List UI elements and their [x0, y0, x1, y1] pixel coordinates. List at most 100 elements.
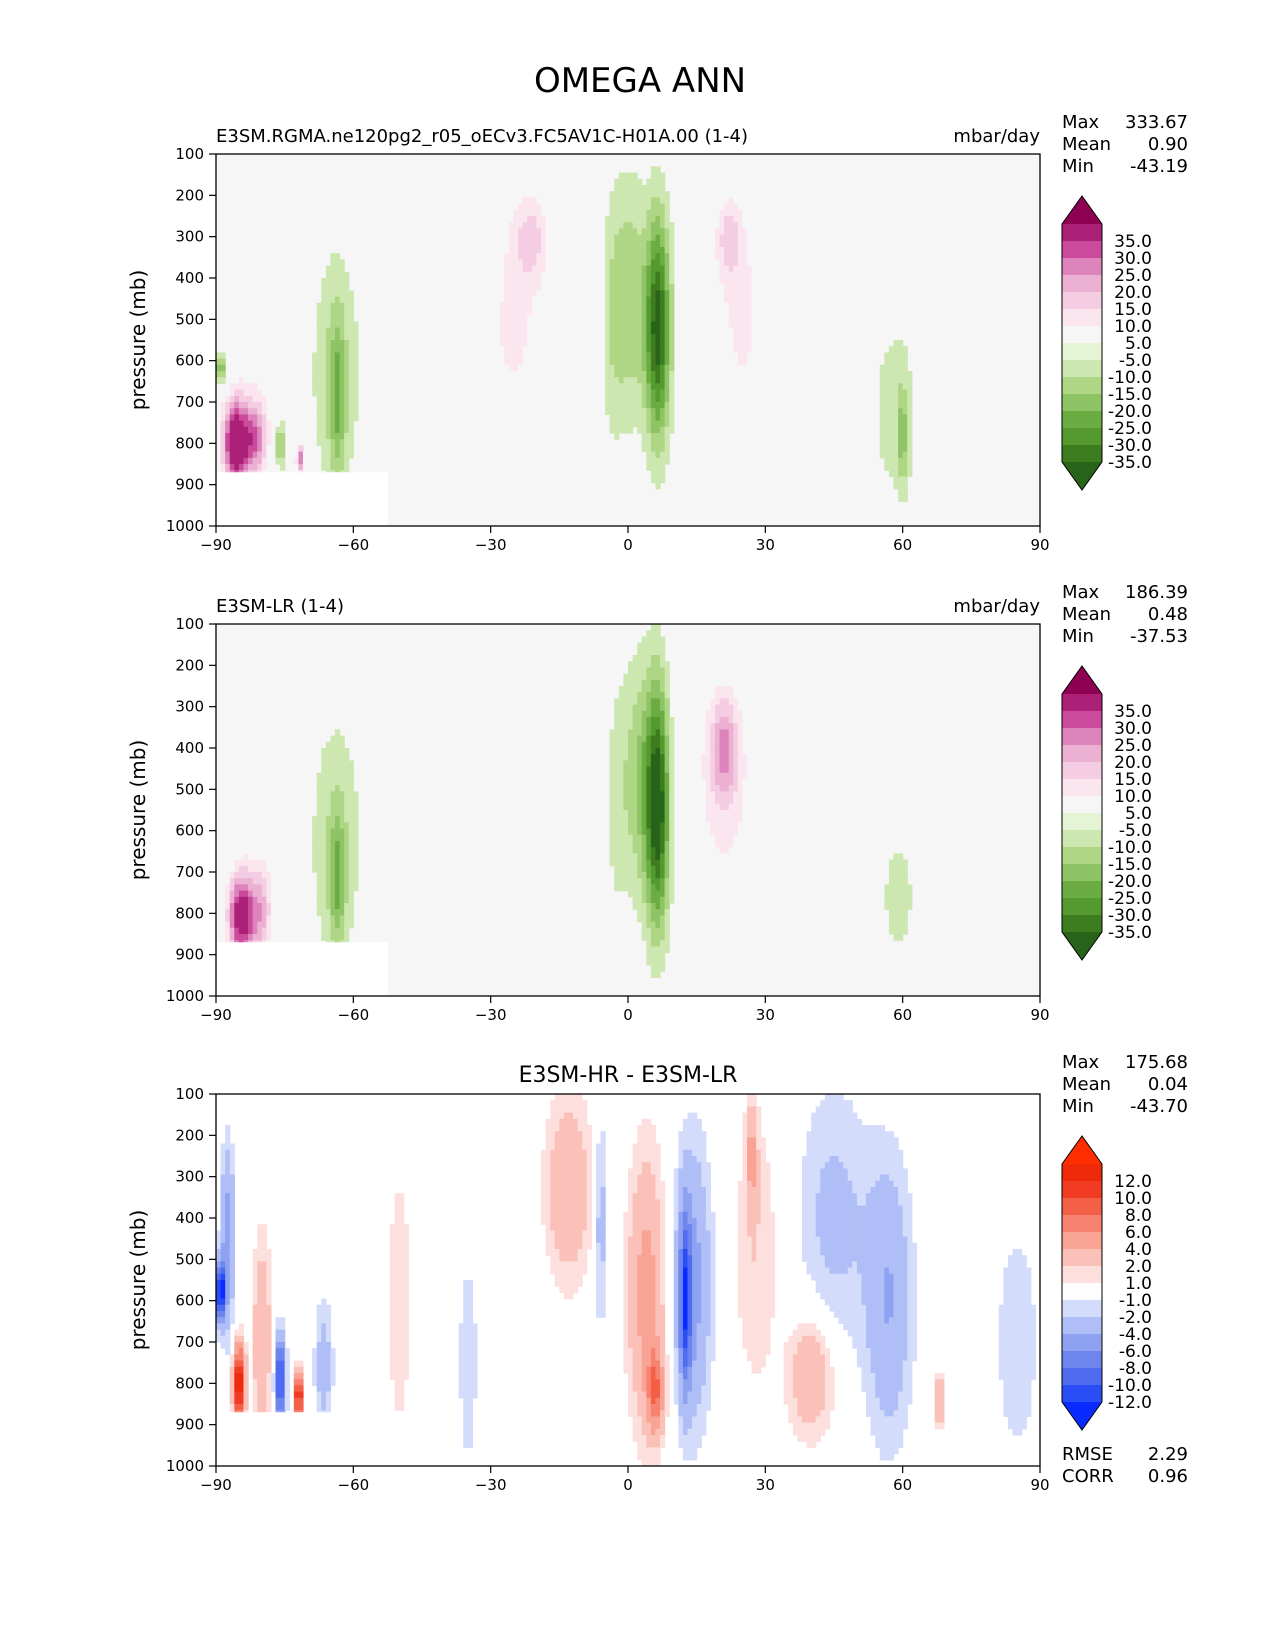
field-cell [650, 661, 657, 668]
field-cell [216, 352, 222, 360]
field-cell [650, 673, 657, 681]
field-cell [655, 679, 661, 687]
field-cell [747, 234, 753, 242]
field-cell [710, 265, 716, 273]
field-cell [742, 704, 748, 712]
field-cell [353, 865, 359, 873]
field-cell [646, 259, 652, 267]
field-cell [243, 884, 249, 892]
field-cell [325, 383, 332, 391]
field-cell [710, 228, 716, 236]
field-cell [637, 420, 643, 428]
field-cell [266, 791, 272, 799]
field-cell [710, 692, 716, 699]
field-cell [522, 828, 528, 836]
field-cell [522, 698, 528, 706]
field-cell [632, 352, 638, 360]
field-cell [614, 859, 620, 867]
field-cell [632, 791, 638, 799]
field-cell [312, 816, 318, 823]
field-cell [216, 377, 222, 384]
y-axis-label: pressure (mb) [126, 740, 150, 881]
field-cell [660, 810, 666, 817]
field-cell [650, 178, 657, 186]
field-cell [481, 383, 487, 391]
field-cell [325, 265, 332, 273]
field-cell [650, 321, 657, 329]
field-cell [614, 383, 620, 391]
field-cell [339, 290, 345, 298]
field-cell [252, 402, 258, 409]
field-cell [632, 673, 638, 681]
field-cell [614, 197, 620, 205]
field-cell [344, 872, 350, 879]
field-cell [733, 717, 739, 724]
field-cell [650, 946, 657, 954]
field-cell [527, 717, 533, 724]
field-cell [490, 704, 496, 712]
field-cell [664, 878, 670, 885]
field-cell [742, 686, 748, 693]
field-cell [737, 395, 744, 403]
field-cell [618, 253, 625, 260]
field-cell [742, 878, 748, 885]
field-cell [486, 803, 492, 811]
field-cell [495, 414, 501, 422]
field-cell [504, 723, 510, 730]
field-cell [614, 785, 620, 792]
field-cell [243, 865, 249, 873]
field-cell [747, 284, 753, 291]
field-cell [669, 327, 675, 335]
field-cell [751, 841, 757, 848]
field-cell [486, 766, 492, 774]
field-cell [747, 414, 753, 422]
field-cell [637, 371, 643, 378]
field-cell [714, 729, 721, 737]
field-cell [495, 878, 501, 885]
field-cell [531, 309, 538, 316]
field-cell [747, 333, 753, 341]
field-cell [266, 890, 272, 898]
field-cell [321, 785, 327, 792]
field-cell [733, 284, 739, 291]
colorbar-segment [1062, 326, 1102, 344]
field-cell [637, 772, 643, 780]
field-cell [664, 692, 670, 699]
colorbar-tick-label: -10.0 [1108, 368, 1152, 388]
field-cell [257, 420, 263, 428]
field-cell [646, 451, 652, 459]
field-cell [252, 828, 258, 836]
field-cell [737, 822, 744, 830]
field-cell [234, 358, 240, 366]
field-cell [252, 816, 258, 823]
field-cell [756, 352, 762, 360]
field-cell [710, 240, 716, 248]
field-cell [344, 290, 350, 298]
field-cell [316, 315, 322, 322]
field-cell [664, 191, 670, 198]
colorbar-tick-label: -5.0 [1119, 821, 1152, 841]
field-cell [481, 729, 487, 737]
field-cell [527, 178, 533, 186]
field-cell [339, 265, 345, 273]
field-cell [724, 909, 730, 916]
field-cell [335, 395, 341, 403]
field-cell [513, 408, 519, 415]
field-cell [335, 921, 341, 929]
field-cell [765, 389, 771, 397]
field-cell [985, 896, 991, 904]
field-cell [335, 333, 341, 341]
field-cell [751, 729, 757, 737]
field-cell [508, 340, 515, 347]
field-cell [879, 364, 885, 372]
field-cell [765, 321, 771, 329]
field-cell [632, 772, 638, 780]
field-cell [719, 859, 725, 867]
field-cell [316, 772, 322, 780]
field-cell [632, 172, 638, 180]
field-cell [266, 921, 272, 929]
field-cell [472, 772, 478, 780]
field-cell [714, 673, 721, 681]
field-cell [664, 408, 670, 415]
field-cell [513, 692, 519, 699]
